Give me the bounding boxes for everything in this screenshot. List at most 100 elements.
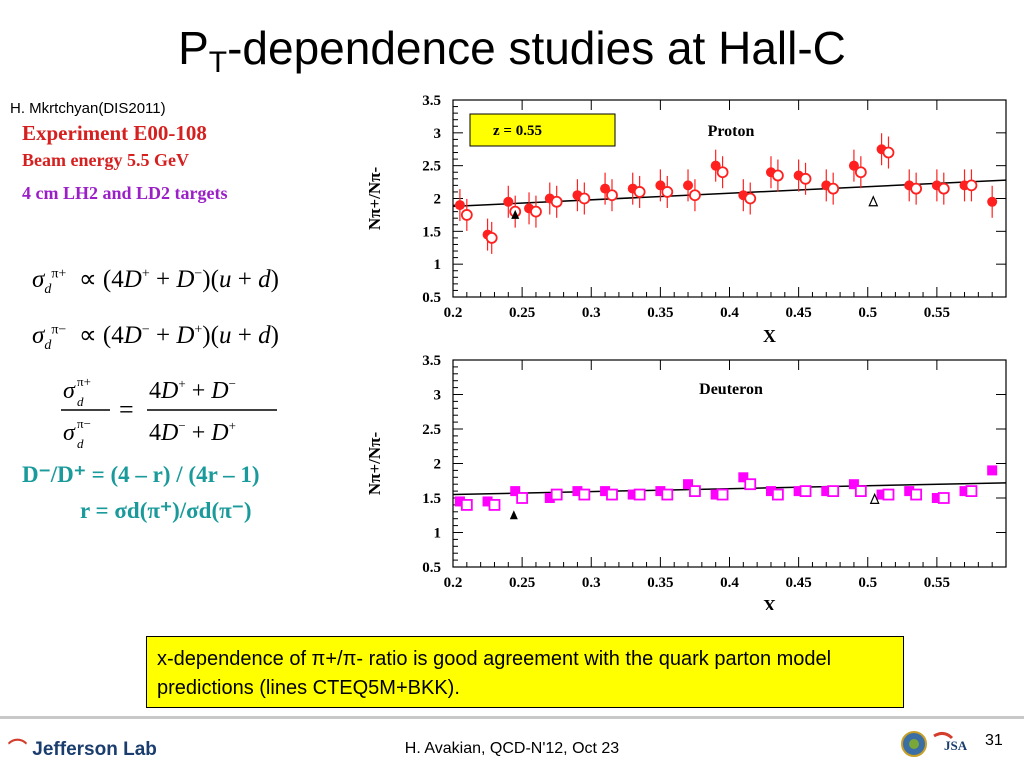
chart-title: Proton xyxy=(708,123,755,140)
data-point xyxy=(627,489,638,500)
data-point xyxy=(655,180,666,191)
deuteron-chart: 0.5 1 1.5 2 2.5 3 3.5 0.2 0.25 0.3 0.35 0.4 0.45 0.5 0… xyxy=(365,353,1007,610)
author-credit: H. Mkrtchyan(DIS2011) xyxy=(10,100,166,117)
x-tick-label: 0.3 xyxy=(582,305,601,321)
data-point xyxy=(931,493,942,503)
data-point xyxy=(683,479,694,490)
data-point xyxy=(460,498,473,511)
data-point xyxy=(485,231,498,244)
x-tick-label: 0.2 xyxy=(444,305,463,321)
data-point xyxy=(793,486,804,497)
y-axis-label: Nπ+/Nπ- xyxy=(365,432,384,496)
r-definition: r = σd(π⁺)/σd(π⁻) xyxy=(80,498,252,523)
y-tick-label: 3 xyxy=(434,126,442,142)
data-point xyxy=(959,486,970,497)
data-point xyxy=(488,498,501,511)
x-tick-label: 0.35 xyxy=(647,575,673,591)
y-tick-label: 3.5 xyxy=(422,353,441,369)
data-point xyxy=(661,488,674,501)
svg-text:σ: σ xyxy=(63,378,76,404)
x-tick-label: 0.35 xyxy=(647,305,673,321)
data-point xyxy=(771,488,784,501)
data-point xyxy=(509,510,518,520)
data-point xyxy=(854,485,867,498)
fit-line xyxy=(452,482,1007,496)
y-tick-label: 2.5 xyxy=(422,422,441,438)
title-subscript: T xyxy=(208,46,228,79)
sponsor-logos: JSA xyxy=(901,731,968,757)
data-point xyxy=(965,179,978,192)
svg-text:σ: σ xyxy=(63,420,76,446)
data-point xyxy=(516,492,529,504)
y-tick-label: 0.5 xyxy=(422,560,441,576)
data-point xyxy=(633,488,646,501)
y-tick-label: 3 xyxy=(434,388,442,404)
data-point xyxy=(689,189,701,202)
data-point xyxy=(600,183,611,194)
experiment-label: Experiment E00-108 xyxy=(22,121,207,145)
chart-title: Deuteron xyxy=(699,381,763,398)
data-point xyxy=(710,160,721,171)
data-point xyxy=(904,486,915,497)
y-tick-label: 1.5 xyxy=(422,224,441,240)
data-point xyxy=(868,195,879,207)
x-tick-label: 0.25 xyxy=(509,575,535,591)
slide-title: PT-dependence studies at Hall-C xyxy=(0,18,1024,93)
doe-seal-center xyxy=(909,739,919,749)
data-point xyxy=(550,195,563,208)
data-point xyxy=(550,488,563,501)
slide-number: 31 xyxy=(985,732,1003,749)
jefferson-lab-logo: ⌒ Jefferson Lab xyxy=(8,734,157,761)
y-axis-label: Nπ+/Nπ- xyxy=(365,167,384,231)
data-point xyxy=(716,488,729,501)
data-point xyxy=(606,488,618,501)
targets-label: 4 cm LH2 and LD2 targets xyxy=(22,183,228,203)
data-point xyxy=(633,186,646,198)
data-point xyxy=(937,492,950,504)
svg-text:d: d xyxy=(77,394,84,409)
svg-text:4D− + D+: 4D− + D+ xyxy=(149,418,236,446)
data-point xyxy=(482,496,493,507)
svg-text:=: = xyxy=(119,395,134,424)
data-point xyxy=(572,486,583,497)
annotation-label: z = 0.55 xyxy=(493,123,542,139)
data-point xyxy=(827,182,840,195)
data-point xyxy=(882,146,895,159)
data-point xyxy=(744,192,757,205)
data-point xyxy=(765,486,776,497)
x-tick-label: 0.45 xyxy=(786,305,812,321)
data-point xyxy=(510,486,521,497)
annotation-box xyxy=(469,113,616,147)
data-point xyxy=(606,189,618,202)
equation-sigma-pi-minus: σdπ− ∝ (4D− + D+)(u + d) xyxy=(32,322,279,353)
svg-text:π+: π+ xyxy=(77,374,91,389)
data-point xyxy=(600,486,611,497)
jsa-logo: JSA xyxy=(944,738,968,753)
data-point xyxy=(799,485,812,498)
y-tick-label: 0.5 xyxy=(422,290,441,306)
x-tick-label: 0.55 xyxy=(924,575,950,591)
data-point xyxy=(987,196,998,207)
x-tick-label: 0.2 xyxy=(444,575,463,591)
x-axis-label: X xyxy=(763,596,776,610)
data-point xyxy=(882,488,895,501)
jsa-swoosh-icon xyxy=(933,731,954,740)
data-point xyxy=(578,488,591,501)
conclusion-note: x-dependence of π+/π- ratio is good agre… xyxy=(146,636,904,708)
x-tick-label: 0.45 xyxy=(786,575,812,591)
footer-text: H. Avakian, QCD-N'12, Oct 23 xyxy=(404,740,620,757)
data-point xyxy=(578,192,591,205)
data-point xyxy=(689,485,701,498)
x-tick-label: 0.5 xyxy=(858,575,877,591)
equation-sigma-pi-plus: σdπ+ ∝ (4D+ + D−)(u + d) xyxy=(32,266,279,297)
y-tick-label: 3.5 xyxy=(422,93,441,109)
data-point xyxy=(821,486,832,497)
y-tick-label: 1.5 xyxy=(422,491,441,507)
data-point xyxy=(530,205,542,218)
data-point xyxy=(910,488,923,501)
data-point xyxy=(854,166,867,179)
y-tick-label: 1 xyxy=(434,257,442,273)
y-tick-label: 1 xyxy=(434,526,442,542)
x-tick-label: 0.25 xyxy=(509,305,535,321)
data-point xyxy=(876,489,887,500)
